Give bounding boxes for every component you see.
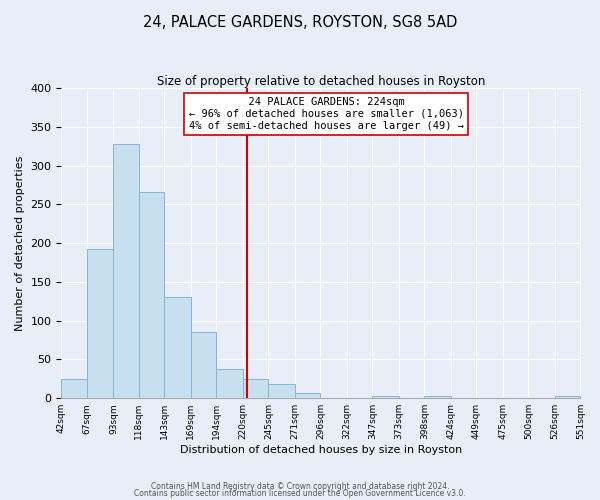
Text: 24 PALACE GARDENS: 224sqm  
← 96% of detached houses are smaller (1,063)
4% of s: 24 PALACE GARDENS: 224sqm ← 96% of detac… bbox=[188, 98, 464, 130]
Text: 24, PALACE GARDENS, ROYSTON, SG8 5AD: 24, PALACE GARDENS, ROYSTON, SG8 5AD bbox=[143, 15, 457, 30]
Bar bbox=[217, 368, 243, 398]
Bar bbox=[164, 298, 191, 398]
Title: Size of property relative to detached houses in Royston: Size of property relative to detached ho… bbox=[157, 75, 485, 88]
Bar bbox=[295, 393, 320, 398]
Bar bbox=[87, 248, 113, 398]
Bar bbox=[61, 379, 87, 398]
Bar bbox=[113, 144, 139, 398]
Bar bbox=[243, 379, 268, 398]
Bar bbox=[373, 396, 399, 398]
Bar bbox=[191, 332, 217, 398]
Y-axis label: Number of detached properties: Number of detached properties bbox=[15, 156, 25, 331]
X-axis label: Distribution of detached houses by size in Royston: Distribution of detached houses by size … bbox=[180, 445, 462, 455]
Bar bbox=[139, 192, 164, 398]
Text: Contains HM Land Registry data © Crown copyright and database right 2024.: Contains HM Land Registry data © Crown c… bbox=[151, 482, 449, 491]
Bar bbox=[555, 396, 580, 398]
Text: Contains public sector information licensed under the Open Government Licence v3: Contains public sector information licen… bbox=[134, 489, 466, 498]
Bar bbox=[424, 396, 451, 398]
Bar bbox=[268, 384, 295, 398]
